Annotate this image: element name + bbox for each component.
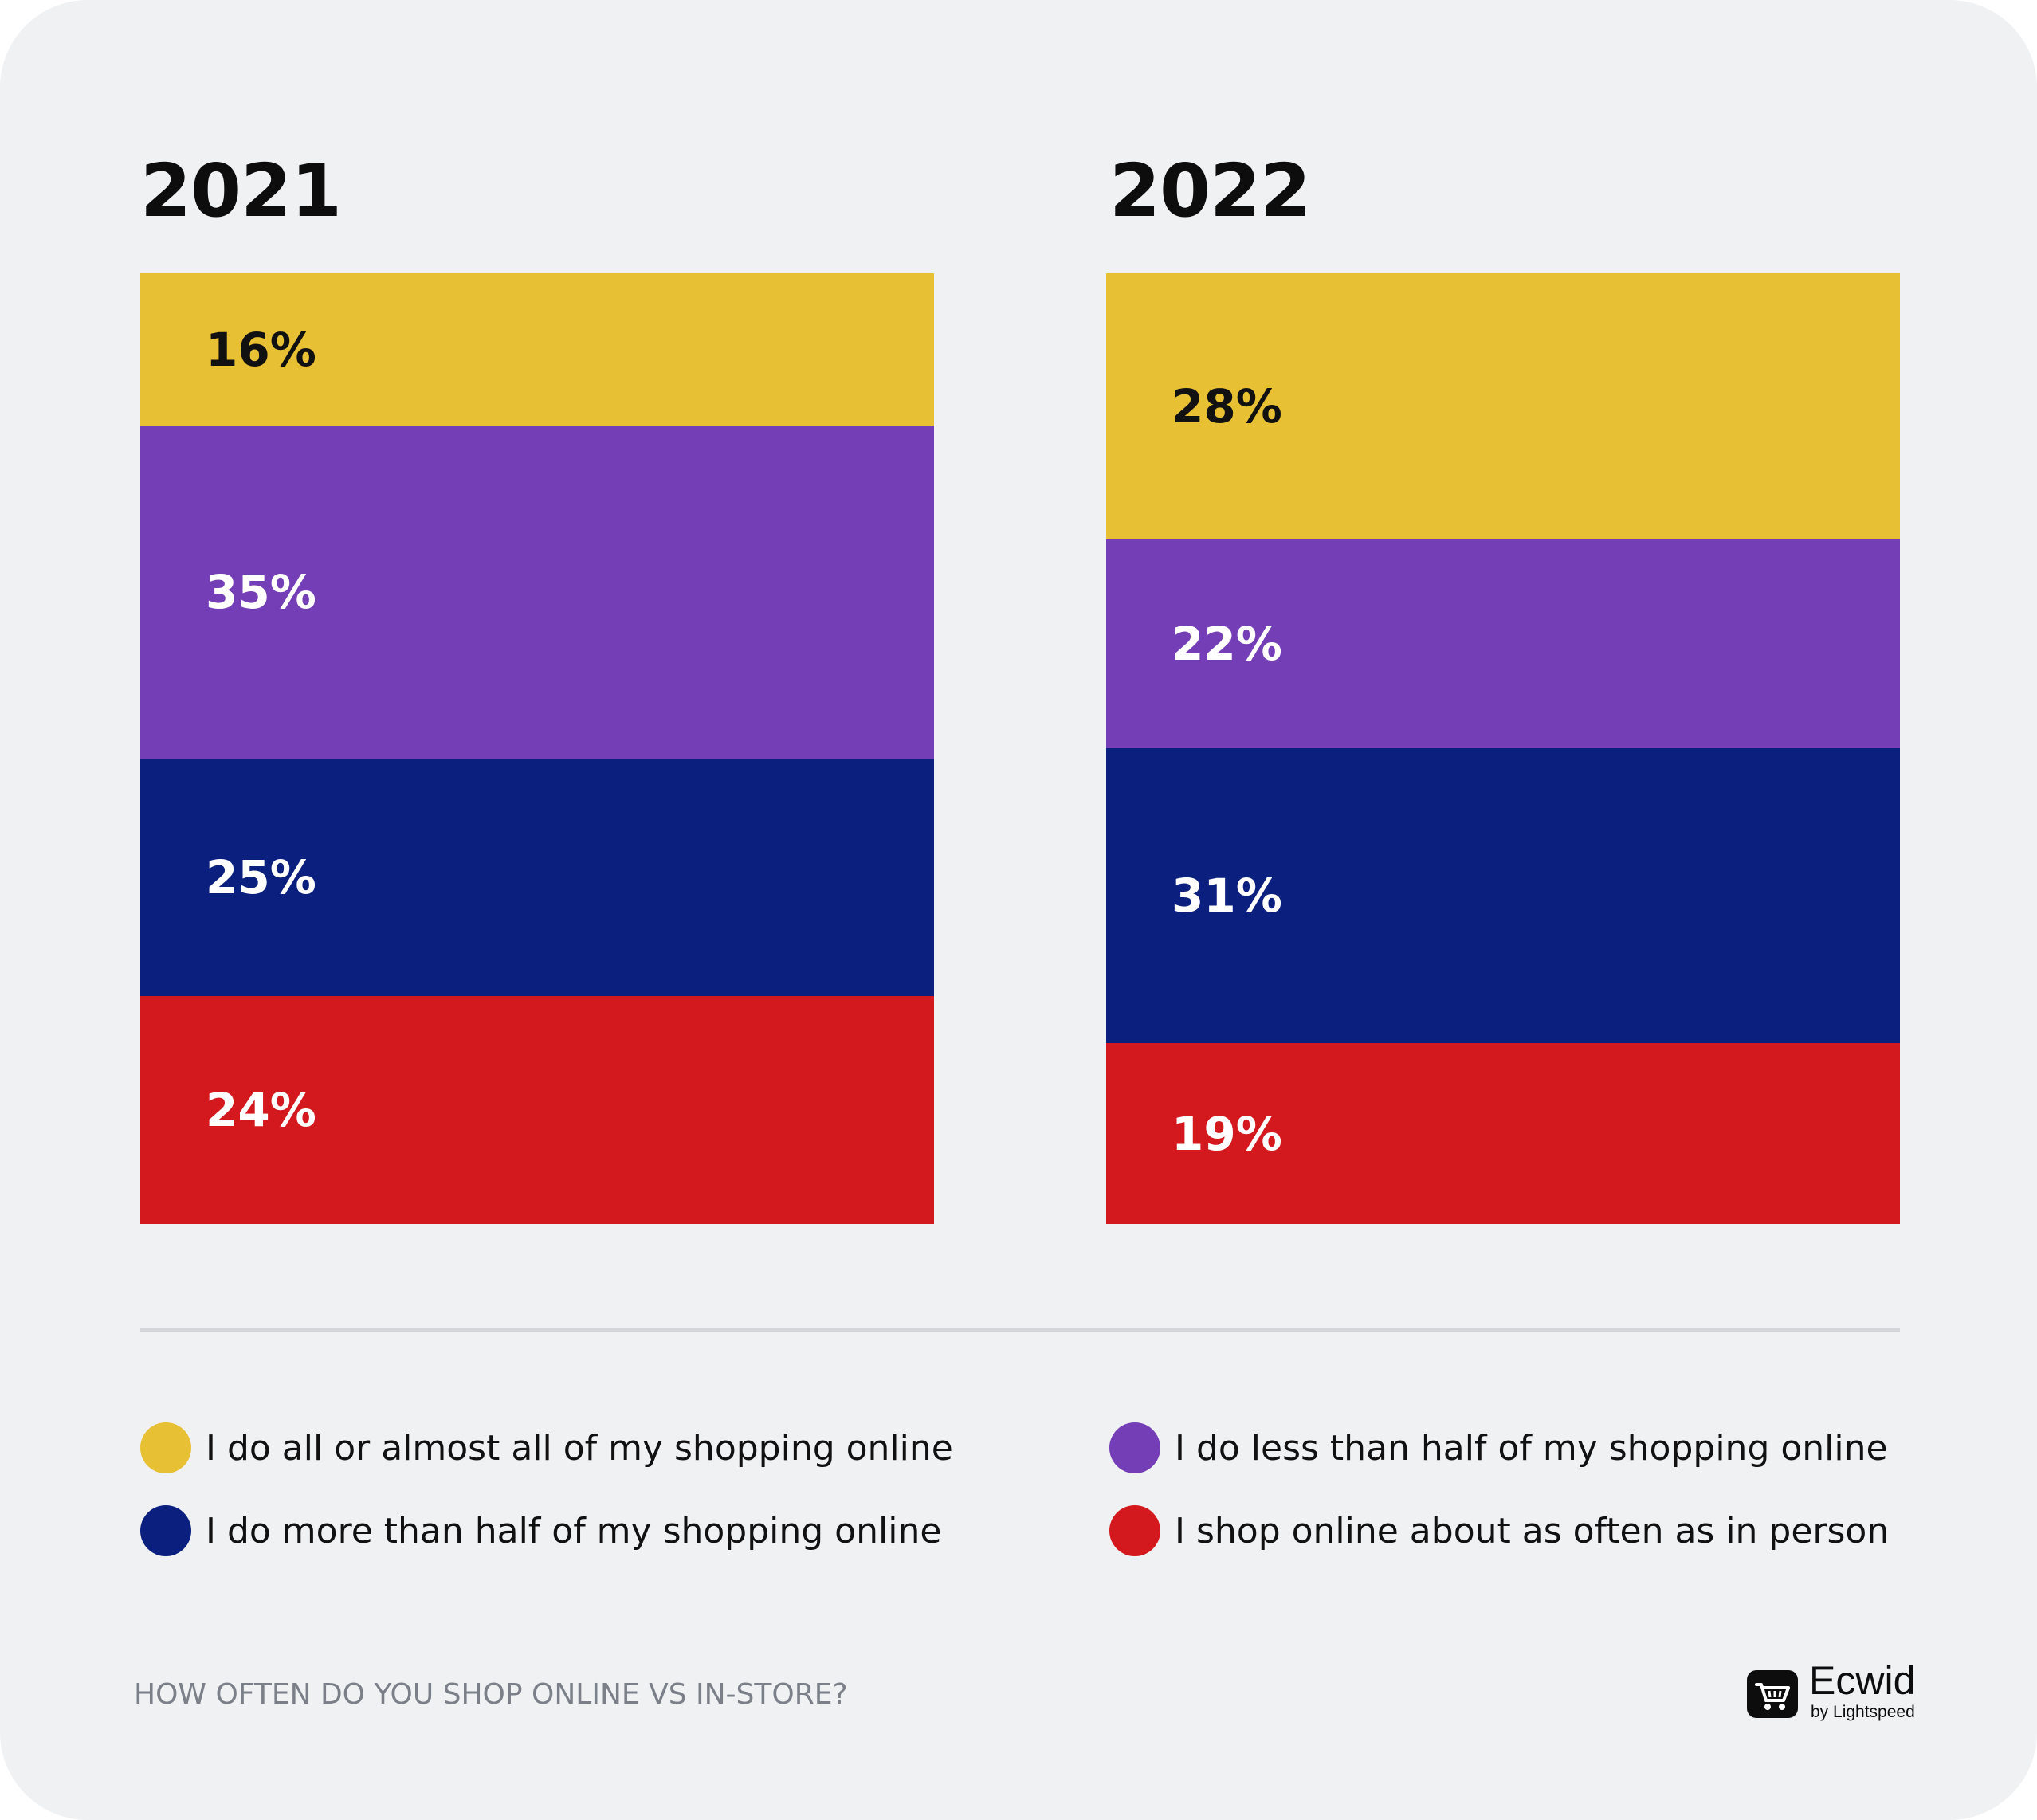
legend-item-more-than-half: I do more than half of my shopping onlin… <box>140 1503 941 1559</box>
legend-item-as-often-as-in-person: I shop online about as often as in perso… <box>1109 1503 1889 1559</box>
legend-item-all-online: I do all or almost all of my shopping on… <box>140 1420 953 1476</box>
legend-swatch <box>140 1422 191 1473</box>
divider <box>140 1328 1900 1332</box>
bar-segment-2022-1: 22% <box>1106 539 1900 748</box>
data-label: 22% <box>1172 617 1282 671</box>
data-label: 24% <box>206 1083 316 1137</box>
shopping-cart-icon <box>1747 1670 1798 1718</box>
stacked-bar-2022: 28% 22% 31% 19% <box>1106 273 1900 1224</box>
data-label: 31% <box>1172 869 1282 923</box>
data-label: 35% <box>206 565 316 619</box>
bar-segment-2022-2: 31% <box>1106 748 1900 1043</box>
data-label: 16% <box>206 322 316 377</box>
legend-swatch <box>1109 1505 1160 1556</box>
legend-label: I shop online about as often as in perso… <box>1175 1510 1890 1551</box>
legend-swatch <box>140 1505 191 1556</box>
bar-segment-2021-0: 16% <box>140 273 934 426</box>
data-label: 28% <box>1172 379 1282 433</box>
data-label: 19% <box>1172 1106 1282 1161</box>
brand-sub: by Lightspeed <box>1811 1703 1915 1721</box>
legend-label: I do less than half of my shopping onlin… <box>1175 1427 1888 1469</box>
brand-logo: Ecwid by Lightspeed <box>1745 1661 1937 1726</box>
bar-segment-2021-1: 35% <box>140 426 934 759</box>
legend-item-less-than-half: I do less than half of my shopping onlin… <box>1109 1420 1888 1476</box>
brand-name: Ecwid <box>1809 1658 1916 1703</box>
year-title-2021: 2021 <box>140 148 342 233</box>
bar-segment-2022-0: 28% <box>1106 273 1900 539</box>
legend-swatch <box>1109 1422 1160 1473</box>
bar-segment-2022-3: 19% <box>1106 1043 1900 1224</box>
year-title-2022: 2022 <box>1109 148 1311 233</box>
chart-question: HOW OFTEN DO YOU SHOP ONLINE VS IN-STORE… <box>134 1678 848 1711</box>
bar-segment-2021-2: 25% <box>140 759 934 996</box>
legend-label: I do all or almost all of my shopping on… <box>206 1427 953 1469</box>
data-label: 25% <box>206 850 316 904</box>
bar-segment-2021-3: 24% <box>140 996 934 1224</box>
legend-label: I do more than half of my shopping onlin… <box>206 1510 942 1551</box>
stacked-bar-2021: 16% 35% 25% 24% <box>140 273 934 1224</box>
